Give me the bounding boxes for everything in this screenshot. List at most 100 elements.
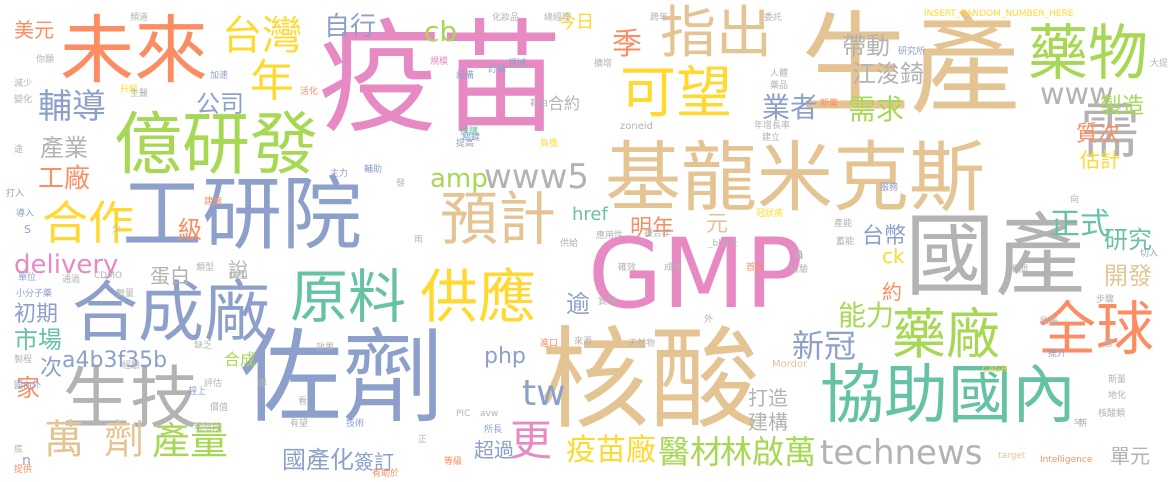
word: 帶動 <box>842 32 890 60</box>
word: 頻道 <box>130 13 149 23</box>
word: 評估 <box>204 379 223 389</box>
word: ck <box>882 244 905 268</box>
word: 自行 <box>324 12 377 42</box>
word: 醫材 <box>658 433 723 471</box>
word: 檢驗 <box>790 265 809 275</box>
word: 更 <box>510 416 553 465</box>
word: 採購 <box>460 127 479 137</box>
word: 應用性 <box>596 231 624 241</box>
word: 人體 <box>770 69 789 79</box>
word: 委託 <box>764 13 783 23</box>
word: 台幣 <box>862 224 907 249</box>
word: 經驗 <box>122 361 141 371</box>
word: 建廠 <box>204 197 223 207</box>
word: 等級 <box>444 457 463 467</box>
word: delivery <box>14 250 119 280</box>
word: 服務 <box>880 183 899 193</box>
word: 向 <box>1070 195 1080 205</box>
word: 元 <box>706 212 729 237</box>
word: 次 <box>40 356 63 381</box>
word: 供應 <box>420 263 537 331</box>
word: 未來 <box>60 8 208 94</box>
word: 地化 <box>1108 391 1127 401</box>
word: 新冠 <box>792 327 857 365</box>
word: 替 <box>1104 339 1114 349</box>
word: 可望 <box>620 61 732 126</box>
word: 工廠 <box>38 164 91 194</box>
word: 江浚錡 <box>852 60 924 88</box>
word: 來源 <box>574 337 593 347</box>
word: 訂購 <box>488 65 507 75</box>
word: 基龍米克斯 <box>605 133 985 222</box>
word: 領域 <box>508 59 527 69</box>
word: amp <box>430 164 488 194</box>
word: 說 <box>228 258 248 282</box>
word: 建立 <box>762 133 781 143</box>
word: 產量 <box>152 419 229 463</box>
word: zoneid <box>620 121 653 132</box>
word: 輔導 <box>38 87 106 127</box>
word: 超過 <box>474 438 514 462</box>
word: 微型 <box>230 271 249 281</box>
word: 提供 <box>14 465 33 475</box>
word: 你願 <box>36 55 55 65</box>
word: 導入 <box>16 209 35 219</box>
word: avw <box>480 409 499 419</box>
word: 國產 <box>905 204 1085 309</box>
word: 生技 <box>62 360 199 439</box>
word: 斯量 <box>1108 375 1127 385</box>
word: 核酸 <box>540 316 760 444</box>
word: 全球 <box>1038 295 1155 363</box>
word: 今日 <box>558 12 594 33</box>
word: 生產 <box>800 1 1020 129</box>
word: 價值 <box>210 403 229 413</box>
word: 加速 <box>210 71 229 81</box>
word: 主力 <box>330 169 349 179</box>
word: 預計 <box>440 185 557 253</box>
word: 藉由 <box>530 99 549 109</box>
word: 初期 <box>14 302 59 327</box>
word: 合成廠 <box>72 274 270 351</box>
word: 步驟 <box>1096 295 1115 305</box>
word: 家 <box>16 374 40 402</box>
word: php <box>484 344 526 369</box>
word: 明年 <box>630 216 675 241</box>
word: 億研發 <box>114 106 319 185</box>
word: www <box>1040 77 1114 112</box>
word: technews <box>820 433 983 473</box>
word: 合成 <box>224 350 257 369</box>
word: 市場 <box>14 326 62 354</box>
word: 看 <box>298 397 308 407</box>
word: cb <box>424 15 458 48</box>
word: 合作 <box>42 196 134 250</box>
word: S <box>24 223 31 236</box>
word: 雨 <box>414 235 424 245</box>
word: 合約 <box>548 94 581 113</box>
word: 業者 <box>762 91 819 124</box>
word: 工研院 <box>122 168 362 261</box>
word: a <box>794 244 804 263</box>
word: 新藥 <box>820 99 839 109</box>
word: 能力 <box>838 299 895 332</box>
word: 正式 <box>1050 207 1110 242</box>
word: 生醫 <box>130 89 149 99</box>
word: href <box>572 204 608 225</box>
word: 冠狀病 <box>756 209 784 219</box>
word: CAGR <box>982 365 1008 375</box>
word: tw <box>522 373 566 414</box>
word: 藥物 <box>1028 19 1148 89</box>
word: 變化 <box>14 95 33 105</box>
word: Mordor <box>772 359 808 370</box>
word: 有望 <box>290 419 309 429</box>
word: 產能 <box>834 219 853 229</box>
word: src <box>1074 417 1088 427</box>
word: 發 <box>396 179 406 189</box>
word: 單位 <box>18 273 37 283</box>
word: 蛋白 <box>150 264 190 288</box>
word: 減少 <box>14 79 33 89</box>
word: 製造 <box>1100 94 1145 119</box>
word: target <box>998 451 1026 461</box>
word: CDMO <box>94 271 123 281</box>
word: 正 <box>418 435 428 445</box>
word: 蓄能 <box>836 237 855 247</box>
